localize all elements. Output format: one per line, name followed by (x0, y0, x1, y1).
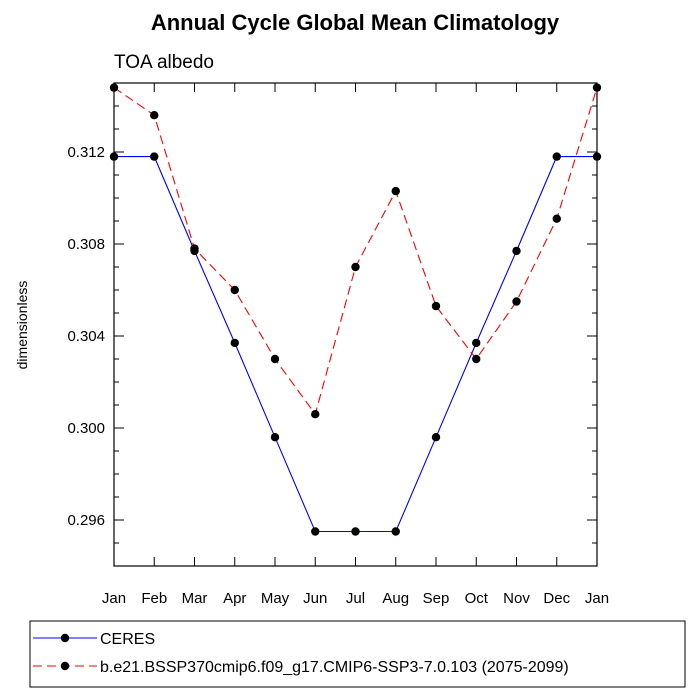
data-point (311, 410, 320, 419)
series-1 (109, 83, 602, 419)
x-tick-label: Feb (141, 590, 167, 607)
data-point (512, 246, 521, 256)
data-point (230, 338, 239, 348)
legend-marker (60, 633, 70, 643)
series-layer (109, 83, 602, 536)
data-point (311, 527, 320, 536)
data-point (552, 214, 561, 223)
y-tick-label: 0.304 (67, 328, 105, 345)
data-point (150, 152, 159, 161)
legend: CERES b.e21.BSSP370cmip6.f09_g17.CMIP6-SS… (29, 620, 686, 688)
data-point (431, 433, 441, 442)
x-tick-label: Jun (303, 590, 327, 607)
data-point (190, 244, 199, 253)
series-0 (109, 152, 602, 536)
x-tick-label: Jan (585, 590, 609, 607)
chart-title: Annual Cycle Global Mean Climatology (151, 10, 560, 35)
y-axis-label: dimensionless (14, 281, 30, 370)
legend-items: CERES b.e21.BSSP370cmip6.f09_g17.CMIP6-SS… (33, 631, 569, 676)
plot-frame (113, 82, 598, 567)
data-point (150, 111, 159, 120)
y-tick-label: 0.300 (67, 420, 105, 437)
data-point (351, 262, 360, 272)
x-tick-label: Dec (543, 590, 570, 607)
y-tick-label: 0.308 (67, 236, 105, 253)
data-point (512, 297, 521, 306)
data-point (270, 433, 280, 442)
x-tick-label: May (261, 590, 290, 607)
legend-marker (60, 661, 70, 671)
legend-label: CERES (100, 631, 155, 648)
data-point (351, 527, 360, 536)
ticks-layer: Jan Feb Mar Apr May Jun Jul Aug Sep Oct Nov Dec Jan 0… (67, 82, 609, 607)
data-point (472, 338, 481, 348)
x-tick-label: Jan (102, 590, 126, 607)
x-tick-label: Aug (382, 590, 409, 607)
x-tick-label: Oct (465, 590, 489, 607)
series-line (114, 156, 597, 533)
legend-box (29, 620, 686, 688)
chart-subtitle: TOA albedo (114, 52, 214, 73)
data-point (472, 354, 481, 364)
data-point (391, 527, 400, 536)
legend-label: b.e21.BSSP370cmip6.f09_g17.CMIP6-SSP3-7.… (100, 659, 569, 676)
data-point (552, 152, 561, 161)
data-point (431, 301, 441, 311)
data-point (391, 186, 400, 196)
data-point (270, 354, 280, 364)
series-line (113, 87, 598, 416)
x-tick-label: Jul (346, 590, 365, 607)
x-tick-label: Mar (182, 590, 208, 607)
x-tick-label: Sep (423, 590, 450, 607)
y-tick-label: 0.296 (67, 512, 105, 529)
x-tick-label: Apr (223, 590, 246, 607)
data-point (230, 285, 239, 295)
x-tick-label: Nov (503, 590, 530, 607)
y-tick-label: 0.312 (67, 144, 105, 161)
